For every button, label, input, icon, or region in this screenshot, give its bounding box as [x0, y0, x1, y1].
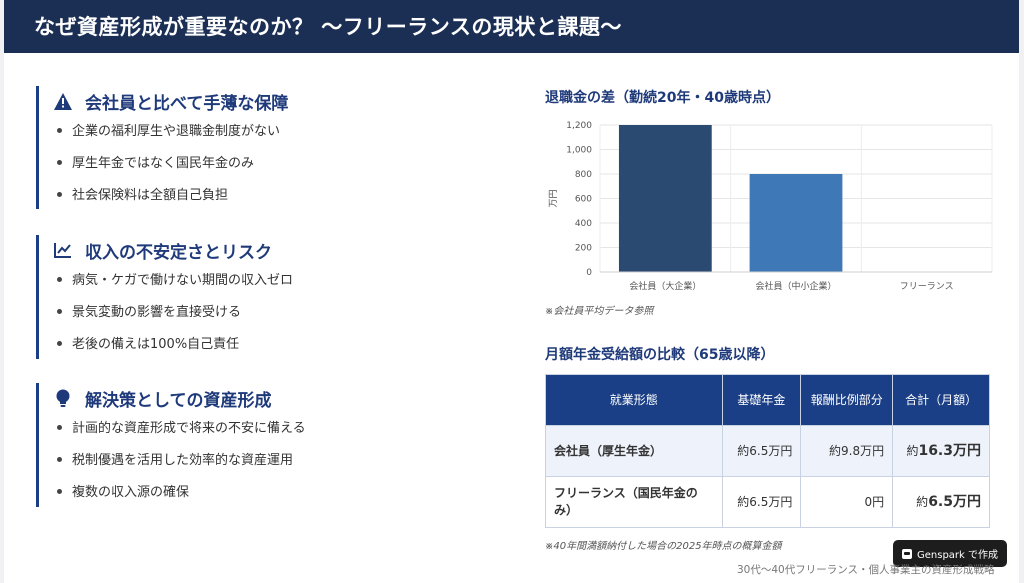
table-cell: 約9.8万円	[800, 425, 894, 477]
column-header: 合計（月額）	[892, 374, 990, 426]
y-tick-label: 0	[586, 268, 592, 278]
table-note: ※40年間満額納付した場合の2025年時点の概算金額	[545, 541, 782, 552]
table-cell: フリーランス（国民年金のみ）	[545, 476, 723, 528]
x-tick-label: フリーランス	[900, 281, 954, 292]
pension-table: 就業形態 基礎年金 報酬比例部分 合計（月額） 会社員（厚生年金） 約6.5万円…	[545, 374, 990, 528]
table-title: 月額年金受給額の比較（65歳以降）	[545, 347, 775, 363]
table-header-row: 就業形態 基礎年金 報酬比例部分 合計（月額）	[545, 374, 990, 426]
bar	[749, 174, 843, 272]
genspark-logo-icon	[902, 548, 912, 559]
list-item: 計画的な資産形成で将来の不安に備える	[53, 419, 306, 451]
bar	[618, 125, 712, 272]
table-cell: 約6.5万円	[721, 476, 802, 528]
page-title: なぜ資産形成が重要なのか？ 〜フリーランスの現状と課題〜	[34, 15, 622, 39]
table-cell: 約6.5万円	[892, 476, 990, 528]
slide: なぜ資産形成が重要なのか？ 〜フリーランスの現状と課題〜 会社員と比べて手薄な保…	[4, 0, 1019, 583]
section-income-risk: 収入の不安定さとリスク 病気・ケガで働けない期間の収入ゼロ 景気変動の影響を直接…	[36, 235, 293, 359]
table-cell: 会社員（厚生年金）	[545, 425, 723, 477]
x-tick-label: 会社員（中小企業）	[755, 280, 836, 292]
section-title: 収入の不安定さとリスク	[85, 242, 272, 263]
section-protection: 会社員と比べて手薄な保障 企業の福利厚生や退職金制度がない 厚生年金ではなく国民…	[36, 86, 288, 209]
y-tick-label: 1,000	[566, 146, 592, 156]
y-tick-label: 200	[575, 244, 592, 254]
table-cell: 約6.5万円	[721, 425, 802, 477]
header-bar: なぜ資産形成が重要なのか？ 〜フリーランスの現状と課題〜	[4, 0, 1019, 53]
list-item: 景気変動の影響を直接受ける	[53, 303, 293, 335]
genspark-badge[interactable]: Genspark で作成	[893, 540, 1007, 567]
section-solution: 解決策としての資産形成 計画的な資産形成で将来の不安に備える 税制優遇を活用した…	[36, 383, 306, 507]
section-title: 解決策としての資産形成	[85, 390, 272, 411]
y-tick-label: 1,200	[566, 121, 592, 131]
list-item: 病気・ケガで働けない期間の収入ゼロ	[53, 271, 293, 303]
y-axis-label: 万円	[548, 189, 559, 207]
x-tick-label: 会社員（大企業）	[629, 280, 701, 292]
table-row: フリーランス（国民年金のみ） 約6.5万円 0円 約6.5万円	[545, 476, 990, 528]
chart-note: ※会社員平均データ参照	[545, 306, 654, 317]
list-item: 社会保険料は全額自己負担	[53, 186, 288, 218]
list-item: 税制優遇を活用した効率的な資産運用	[53, 451, 306, 483]
y-tick-label: 400	[575, 219, 592, 229]
list-item: 老後の備えは100%自己責任	[53, 335, 293, 367]
section-title: 会社員と比べて手薄な保障	[85, 93, 289, 114]
list-item: 企業の福利厚生や退職金制度がない	[53, 122, 288, 154]
footer-text: 30代〜40代フリーランス・個人事業主の資産形成戦略	[737, 564, 995, 576]
lightbulb-icon	[53, 388, 73, 408]
column-header: 就業形態	[545, 374, 723, 426]
table-cell: 約16.3万円	[892, 425, 990, 477]
warning-icon	[53, 91, 73, 111]
chart-title: 退職金の差（勤続20年・40歳時点）	[545, 90, 780, 106]
y-tick-label: 600	[575, 195, 592, 205]
list-item: 複数の収入源の確保	[53, 483, 306, 515]
column-header: 報酬比例部分	[800, 374, 894, 426]
table-cell: 0円	[800, 476, 894, 528]
table-row: 会社員（厚生年金） 約6.5万円 約9.8万円 約16.3万円	[545, 425, 990, 477]
trend-line-icon	[53, 240, 73, 260]
list-item: 厚生年金ではなく国民年金のみ	[53, 154, 288, 186]
column-header: 基礎年金	[721, 374, 802, 426]
y-tick-label: 800	[575, 170, 592, 180]
